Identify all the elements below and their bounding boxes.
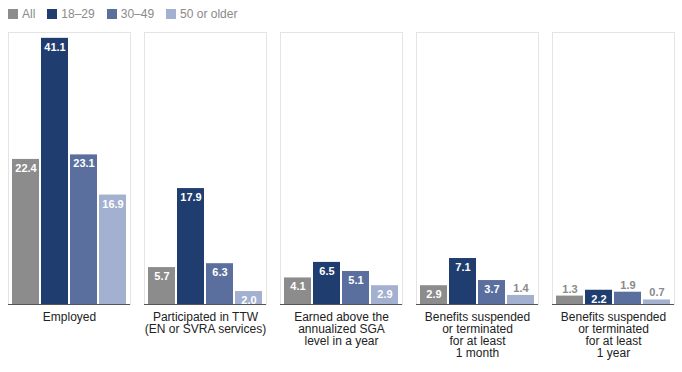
svg-text:41.1: 41.1 [44, 41, 65, 53]
html-text:50 or older: 50 or older [180, 7, 238, 21]
svg-text:0.7: 0.7 [649, 286, 664, 298]
svg-text:22.4: 22.4 [15, 162, 37, 174]
svg-text:Benefits suspendedor terminate: Benefits suspendedor terminatedfor at le… [425, 310, 530, 360]
svg-text:4.1: 4.1 [290, 280, 305, 292]
svg-text:7.1: 7.1 [455, 261, 470, 273]
svg-text:1.3: 1.3 [562, 283, 577, 295]
svg-text:2.0: 2.0 [241, 294, 256, 306]
svg-text:Employed: Employed [43, 310, 96, 324]
svg-text:2.9: 2.9 [377, 288, 392, 300]
svg-text:2.2: 2.2 [591, 293, 606, 305]
svg-text:Participated in TTW(EN or SVRA: Participated in TTW(EN or SVRA services) [145, 310, 266, 336]
html-text:30–49: 30–49 [120, 7, 155, 21]
html-text:All: All [22, 7, 36, 21]
svg-text:1.4: 1.4 [513, 282, 529, 294]
svg-text:6.3: 6.3 [212, 266, 227, 278]
svg-text:5.1: 5.1 [348, 274, 363, 286]
svg-text:17.9: 17.9 [180, 191, 201, 203]
svg-text:6.5: 6.5 [319, 265, 334, 277]
svg-text:Earned above theannualized SGA: Earned above theannualized SGAlevel in a… [294, 310, 389, 348]
svg-text:16.9: 16.9 [102, 198, 123, 210]
svg-text:2.9: 2.9 [426, 288, 441, 300]
svg-text:1.9: 1.9 [620, 279, 635, 291]
html-text:18–29: 18–29 [61, 7, 95, 21]
svg-text:23.1: 23.1 [73, 157, 94, 169]
svg-text:5.7: 5.7 [154, 270, 169, 282]
svg-text:Benefits suspendedor terminate: Benefits suspendedor terminatedfor at le… [561, 310, 666, 360]
svg-text:3.7: 3.7 [484, 283, 499, 295]
